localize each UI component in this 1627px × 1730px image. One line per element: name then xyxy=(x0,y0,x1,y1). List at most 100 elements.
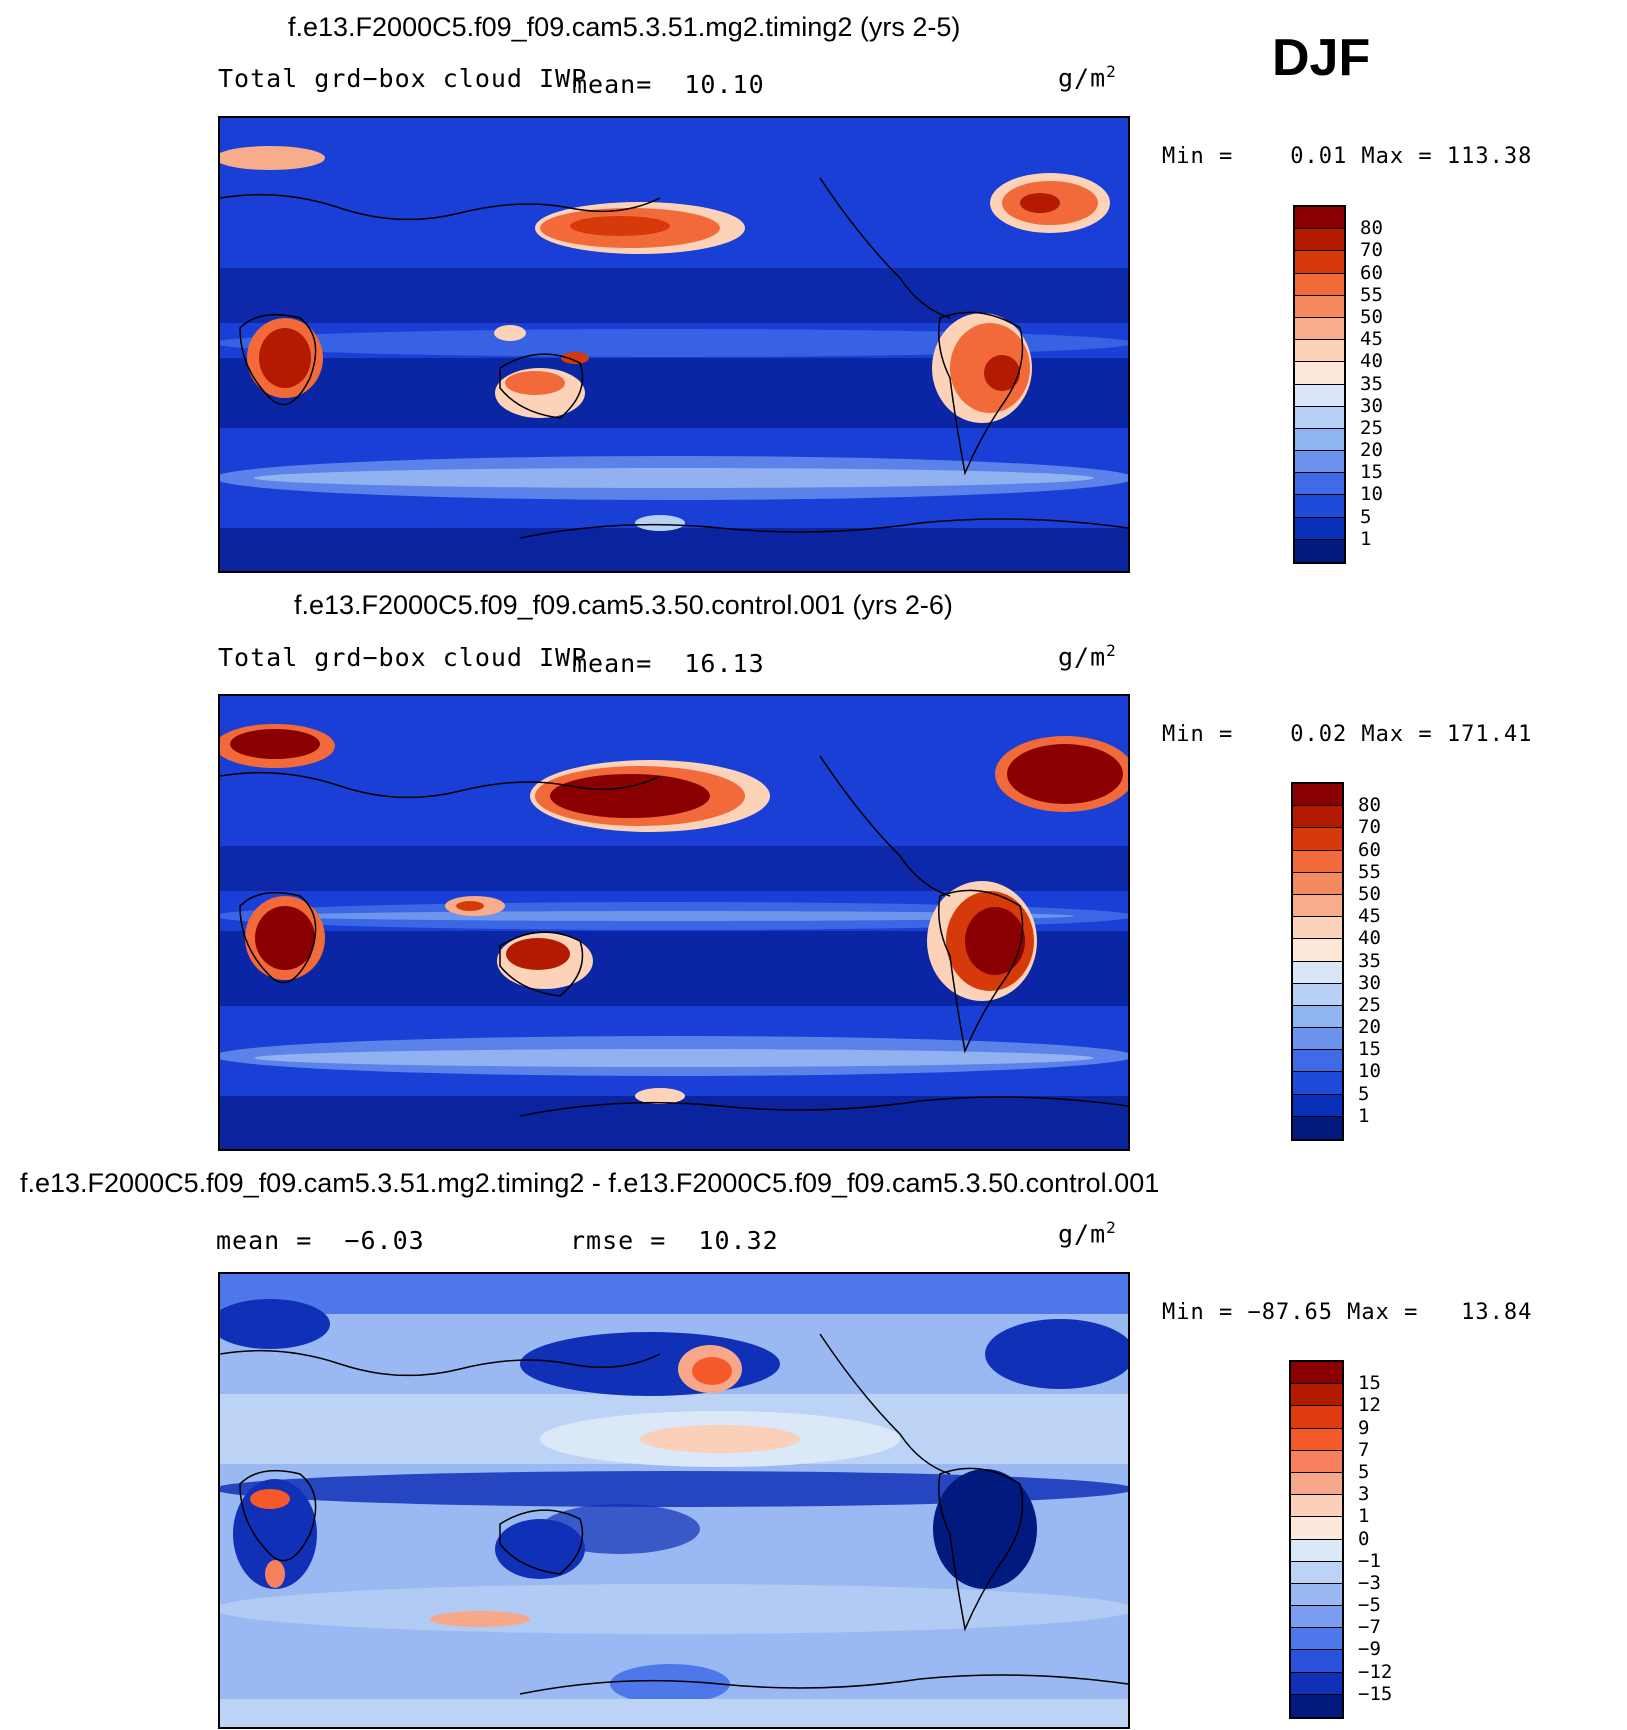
colorbar-cell xyxy=(1295,428,1344,452)
colorbar-tick-label: 35 xyxy=(1358,949,1381,972)
colorbar-cell xyxy=(1293,983,1342,1006)
colorbar-tick-label: 20 xyxy=(1358,1016,1381,1039)
colorbar-cell xyxy=(1295,317,1344,341)
colorbar-tick-label: 15 xyxy=(1360,461,1383,484)
panel3-map xyxy=(218,1272,1130,1729)
colorbar-cell xyxy=(1295,517,1344,540)
colorbar-tick-label: 25 xyxy=(1360,416,1383,439)
colorbar-tick-label: 25 xyxy=(1358,993,1381,1016)
colorbar-tick-label: 15 xyxy=(1358,1038,1381,1061)
colorbar-cell xyxy=(1293,850,1342,873)
colorbar-cell xyxy=(1293,939,1342,962)
colorbar-cell xyxy=(1291,1694,1342,1717)
panel2-colorbar xyxy=(1291,782,1344,1141)
panel3-rmse: rmse = 10.32 xyxy=(570,1226,779,1255)
colorbar-cell xyxy=(1295,384,1344,407)
colorbar-tick-label: 70 xyxy=(1358,816,1381,839)
colorbar-tick-label: 40 xyxy=(1360,350,1383,373)
colorbar-cell xyxy=(1295,229,1344,252)
panel2-title: f.e13.F2000C5.f09_f09.cam5.3.50.control.… xyxy=(294,590,953,620)
colorbar-tick-label: 1 xyxy=(1360,527,1372,550)
colorbar-cell xyxy=(1293,894,1342,918)
colorbar-cell xyxy=(1291,1362,1342,1385)
panel2-map xyxy=(218,694,1130,1151)
colorbar-cell xyxy=(1295,295,1344,318)
colorbar-cell xyxy=(1295,451,1344,474)
colorbar-tick-label: −15 xyxy=(1358,1682,1393,1705)
colorbar-cell xyxy=(1293,1072,1342,1095)
colorbar-tick-label: 70 xyxy=(1360,239,1383,262)
colorbar-tick-label: 30 xyxy=(1358,971,1381,994)
colorbar-tick-label: 3 xyxy=(1358,1483,1370,1506)
colorbar-tick-label: −5 xyxy=(1358,1594,1381,1617)
panel2-mean: mean= 16.13 xyxy=(572,649,765,678)
colorbar-cell xyxy=(1291,1561,1342,1584)
colorbar-cell xyxy=(1293,961,1342,984)
colorbar-tick-label: 9 xyxy=(1358,1416,1370,1439)
colorbar-tick-label: 40 xyxy=(1358,927,1381,950)
panel1-minmax: Min = 0.01 Max = 113.38 xyxy=(1162,144,1533,169)
colorbar-tick-label: 30 xyxy=(1360,394,1383,417)
colorbar-cell xyxy=(1293,784,1342,807)
colorbar-tick-label: 10 xyxy=(1358,1060,1381,1083)
panel1-map xyxy=(218,116,1130,573)
colorbar-cell xyxy=(1291,1517,1342,1540)
colorbar-cell xyxy=(1295,406,1344,429)
colorbar-tick-label: −3 xyxy=(1358,1571,1381,1594)
colorbar-tick-label: −9 xyxy=(1358,1638,1381,1661)
colorbar-cell xyxy=(1295,273,1344,296)
colorbar-tick-label: 55 xyxy=(1360,283,1383,306)
colorbar-cell xyxy=(1293,1094,1342,1117)
panel3-minmax: Min = −87.65 Max = 13.84 xyxy=(1162,1300,1533,1325)
panel3-units: g/m2 xyxy=(1058,1218,1117,1249)
colorbar-cell xyxy=(1295,539,1344,562)
colorbar-cell xyxy=(1291,1406,1342,1429)
colorbar-cell xyxy=(1295,495,1344,518)
colorbar-cell xyxy=(1291,1428,1342,1451)
colorbar-cell xyxy=(1291,1628,1342,1651)
colorbar-cell xyxy=(1293,872,1342,895)
colorbar-tick-label: 12 xyxy=(1358,1394,1381,1417)
colorbar-cell xyxy=(1293,1005,1342,1029)
colorbar-cell xyxy=(1293,917,1342,940)
colorbar-cell xyxy=(1295,207,1344,230)
colorbar-cell xyxy=(1291,1384,1342,1407)
colorbar-cell xyxy=(1291,1672,1342,1695)
colorbar-cell xyxy=(1295,340,1344,363)
colorbar-cell xyxy=(1291,1650,1342,1673)
panel2-units: g/m2 xyxy=(1058,641,1117,672)
colorbar-tick-label: 0 xyxy=(1358,1527,1370,1550)
panel1-units: g/m2 xyxy=(1058,62,1117,93)
colorbar-tick-label: 55 xyxy=(1358,860,1381,883)
colorbar-cell xyxy=(1291,1472,1342,1496)
colorbar-cell xyxy=(1293,1050,1342,1073)
colorbar-cell xyxy=(1291,1583,1342,1607)
panel1-variable-label: Total grd−box cloud IWP xyxy=(218,64,588,93)
colorbar-tick-label: 45 xyxy=(1358,905,1381,928)
colorbar-tick-label: −1 xyxy=(1358,1549,1381,1572)
panel1-mean: mean= 10.10 xyxy=(572,70,765,99)
colorbar-tick-label: −7 xyxy=(1358,1616,1381,1639)
colorbar-cell xyxy=(1291,1539,1342,1562)
colorbar-cell xyxy=(1291,1450,1342,1473)
panel3-mean: mean = −6.03 xyxy=(216,1226,425,1255)
colorbar-tick-label: 5 xyxy=(1358,1082,1370,1105)
colorbar-cell xyxy=(1293,1028,1342,1051)
colorbar-cell xyxy=(1293,828,1342,851)
colorbar-tick-label: 1 xyxy=(1358,1505,1370,1528)
colorbar-cell xyxy=(1295,362,1344,385)
panel1-colorbar xyxy=(1293,205,1346,564)
colorbar-tick-label: 1 xyxy=(1358,1104,1370,1127)
panel2-map-field xyxy=(220,696,1128,1149)
colorbar-tick-label: 50 xyxy=(1360,305,1383,328)
colorbar-cell xyxy=(1293,806,1342,829)
colorbar-tick-label: 15 xyxy=(1358,1372,1381,1395)
colorbar-tick-label: 7 xyxy=(1358,1438,1370,1461)
panel3-title: f.e13.F2000C5.f09_f09.cam5.3.51.mg2.timi… xyxy=(20,1168,1160,1198)
colorbar-tick-label: 80 xyxy=(1358,794,1381,817)
panel3-colorbar xyxy=(1289,1360,1344,1719)
colorbar-tick-label: 5 xyxy=(1358,1460,1370,1483)
colorbar-tick-label: 50 xyxy=(1358,882,1381,905)
season-label: DJF xyxy=(1272,29,1371,87)
colorbar-cell xyxy=(1291,1606,1342,1629)
